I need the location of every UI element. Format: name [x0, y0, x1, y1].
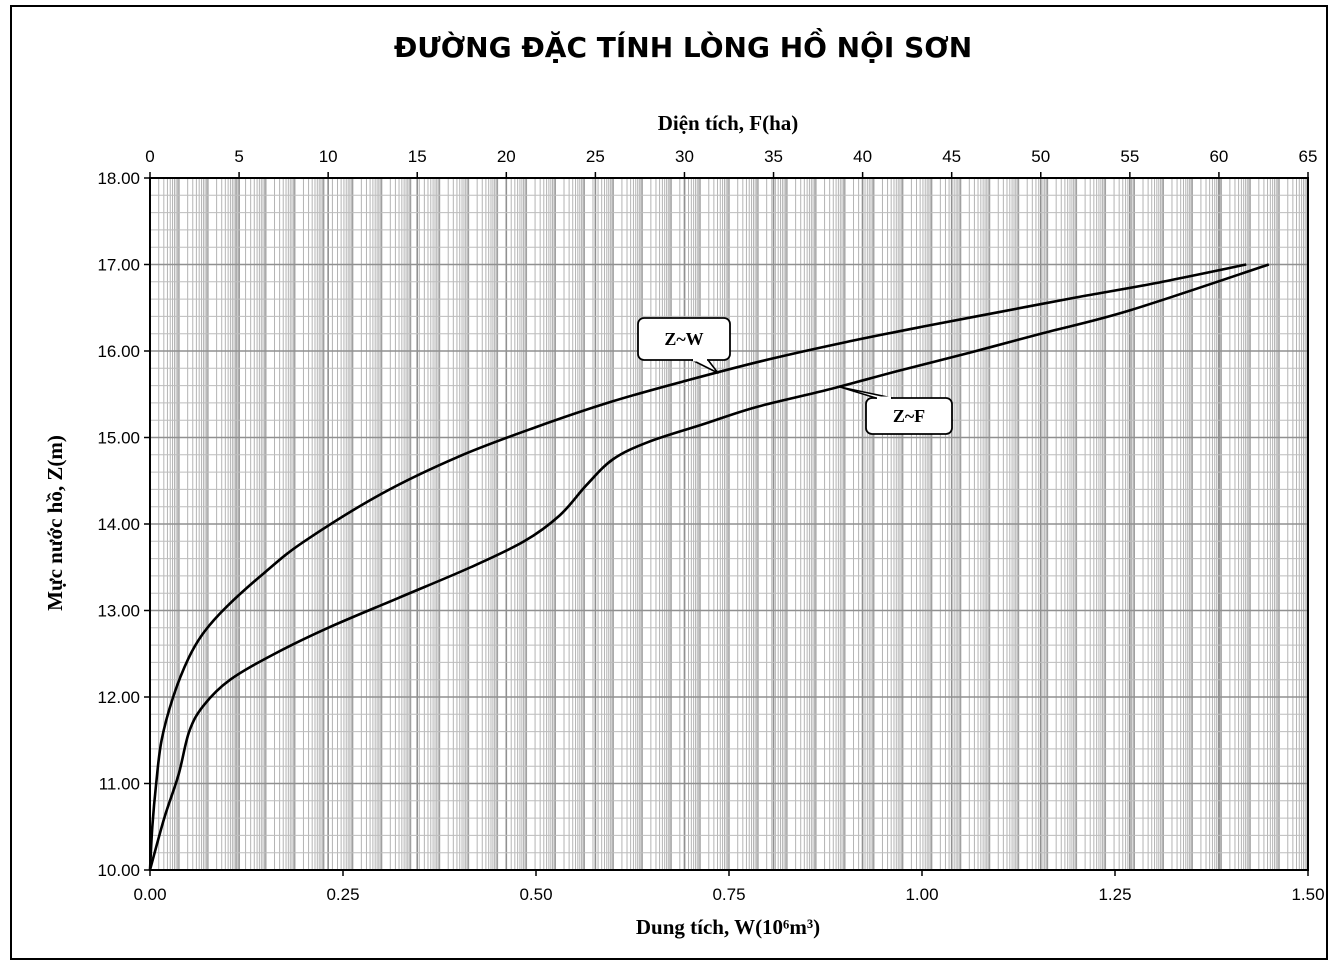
x-top-tick-label: 55	[1120, 147, 1139, 166]
x-bottom-tick-label: 0.00	[133, 885, 166, 904]
y-tick-label: 10.00	[97, 861, 140, 880]
callout-z-f: Z~F	[839, 386, 953, 435]
chart-title: ĐƯỜNG ĐẶC TÍNH LÒNG HỒ NỘI SƠN	[394, 26, 972, 64]
grid	[149, 177, 1309, 871]
top-axis-title: Diện tích, F(ha)	[658, 111, 799, 135]
series-line-z-w	[148, 263, 1247, 871]
callouts: Z~W Z~F	[637, 317, 953, 435]
bottom-axis-title: Dung tích, W(10⁶m³)	[636, 915, 820, 939]
series-line-z-f	[148, 263, 1270, 871]
x-top-tick-label: 10	[319, 147, 338, 166]
y-tick-label: 16.00	[97, 342, 140, 361]
y-tick-label: 12.00	[97, 688, 140, 707]
x-top-tick-label: 60	[1209, 147, 1228, 166]
y-tick-label: 17.00	[97, 256, 140, 275]
callout-z-w: Z~W	[637, 317, 731, 374]
plot-area-border	[149, 177, 1309, 871]
y-tick-label: 14.00	[97, 515, 140, 534]
x-bottom-tick-label: 0.75	[712, 885, 745, 904]
y-tick-label: 13.00	[97, 602, 140, 621]
y-tick-label: 15.00	[97, 429, 140, 448]
x-top-tick-label: 65	[1299, 147, 1318, 166]
x-top-tick-label: 35	[764, 147, 783, 166]
callout-box	[865, 397, 953, 435]
callout-pointer	[839, 386, 893, 399]
callout-box	[637, 317, 731, 361]
x-bottom-tick-label: 1.50	[1291, 885, 1324, 904]
x-top-tick-label: 45	[942, 147, 961, 166]
x-top-tick-label: 15	[408, 147, 427, 166]
x-bottom-tick-label: 1.00	[905, 885, 938, 904]
x-top-tick-label: 30	[675, 147, 694, 166]
x-top-tick-label: 25	[586, 147, 605, 166]
x-bottom-tick-label: 0.25	[326, 885, 359, 904]
x-top-tick-label: 5	[234, 147, 243, 166]
x-bottom-tick-label: 1.25	[1098, 885, 1131, 904]
x-top-tick-label: 50	[1031, 147, 1050, 166]
callout-label: Z~W	[664, 329, 703, 349]
x-top-tick-label: 40	[853, 147, 872, 166]
x-bottom-tick-label: 0.50	[519, 885, 552, 904]
x-top-tick-label: 20	[497, 147, 516, 166]
y-tick-label: 11.00	[99, 775, 140, 794]
y-axis-title: Mực nước hồ, Z(m)	[43, 435, 67, 611]
y-tick-label: 18.00	[97, 169, 140, 188]
series-group	[148, 263, 1270, 871]
tick-labels: 10.00 11.00 12.00 13.00 14.00 15.00 16.00 17.00…	[97, 147, 1324, 904]
x-top-tick-label: 0	[145, 147, 154, 166]
callout-label: Z~F	[893, 406, 925, 426]
